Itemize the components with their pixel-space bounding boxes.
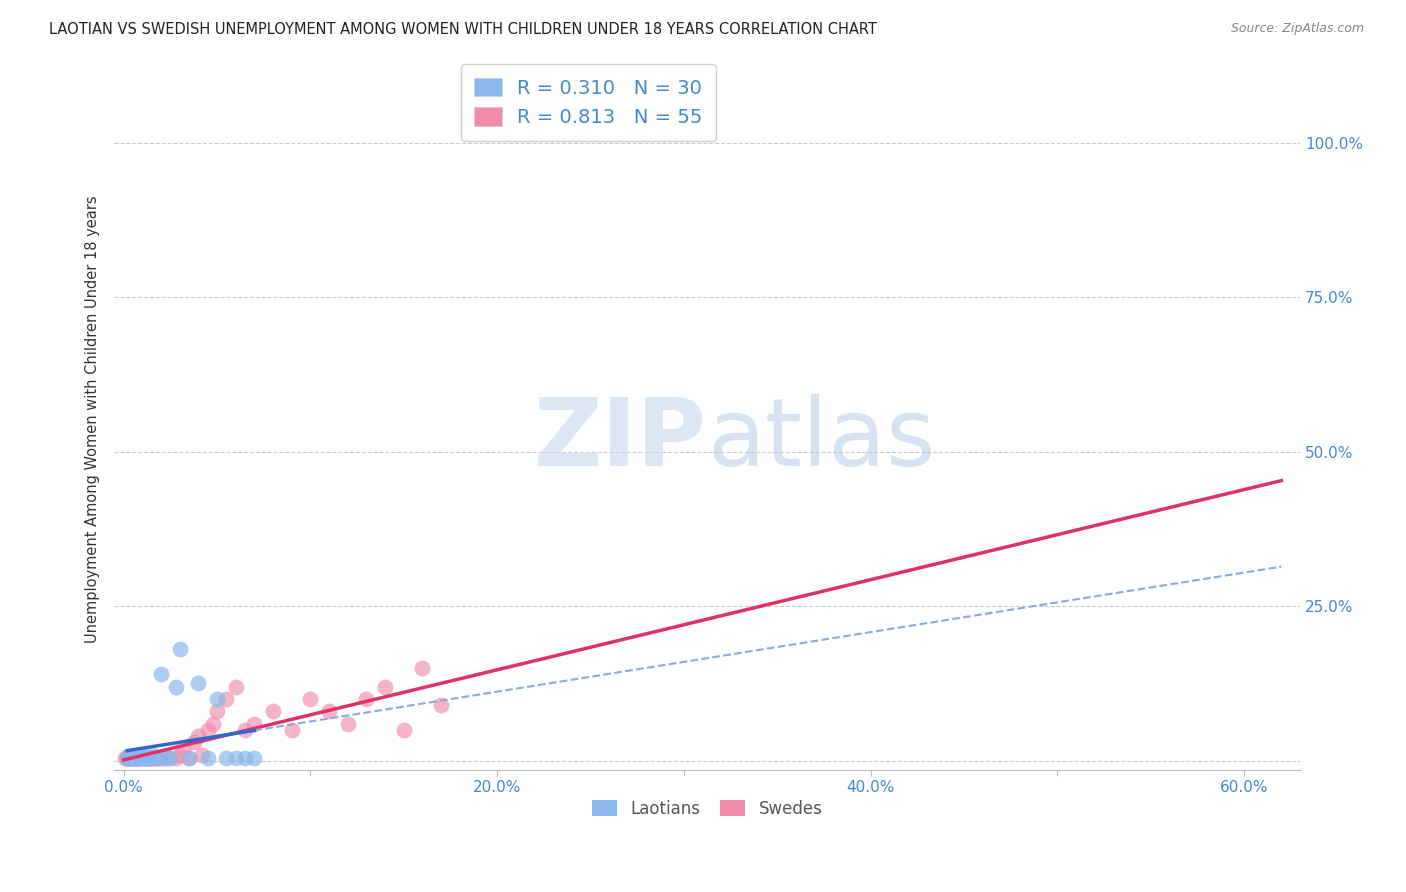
Point xyxy=(142,747,165,762)
Point xyxy=(202,716,225,731)
Point xyxy=(124,750,146,764)
Point xyxy=(243,750,266,764)
Point xyxy=(132,750,155,764)
Point xyxy=(124,750,146,764)
Point xyxy=(132,750,155,764)
Point xyxy=(146,750,169,764)
Point xyxy=(149,750,172,764)
Point xyxy=(149,667,172,681)
Point xyxy=(118,750,141,764)
Point xyxy=(121,750,143,764)
Point xyxy=(143,750,166,764)
Point xyxy=(146,750,169,764)
Point xyxy=(118,750,141,764)
Point xyxy=(336,716,359,731)
Point xyxy=(243,716,266,731)
Point xyxy=(138,750,160,764)
Point xyxy=(197,723,219,737)
Point xyxy=(142,750,165,764)
Point xyxy=(280,723,302,737)
Point xyxy=(120,750,142,764)
Point xyxy=(177,750,200,764)
Point xyxy=(197,750,219,764)
Point xyxy=(127,750,149,764)
Point xyxy=(124,750,146,764)
Point xyxy=(153,750,176,764)
Point xyxy=(127,750,149,764)
Point xyxy=(233,723,256,737)
Point xyxy=(131,747,153,762)
Point xyxy=(233,750,256,764)
Legend: Laotians, Swedes: Laotians, Swedes xyxy=(585,794,830,825)
Point xyxy=(191,747,214,762)
Point xyxy=(127,750,149,764)
Point xyxy=(120,750,142,764)
Point xyxy=(136,750,159,764)
Point xyxy=(120,750,142,764)
Point xyxy=(356,692,378,706)
Point xyxy=(141,750,163,764)
Point xyxy=(125,750,148,764)
Point xyxy=(121,750,143,764)
Point xyxy=(205,704,228,718)
Point xyxy=(129,750,152,764)
Point xyxy=(187,729,209,743)
Text: LAOTIAN VS SWEDISH UNEMPLOYMENT AMONG WOMEN WITH CHILDREN UNDER 18 YEARS CORRELA: LAOTIAN VS SWEDISH UNEMPLOYMENT AMONG WO… xyxy=(49,22,877,37)
Point xyxy=(177,750,200,764)
Point xyxy=(153,750,176,764)
Point xyxy=(117,750,139,764)
Point xyxy=(318,704,340,718)
Point xyxy=(205,692,228,706)
Point xyxy=(136,750,159,764)
Point xyxy=(411,661,433,675)
Point xyxy=(374,680,396,694)
Point xyxy=(141,750,163,764)
Point xyxy=(117,750,139,764)
Point xyxy=(114,750,136,764)
Point xyxy=(131,750,153,764)
Point xyxy=(129,750,152,764)
Point xyxy=(183,735,205,749)
Text: ZIP: ZIP xyxy=(534,394,707,486)
Point xyxy=(118,750,141,764)
Point xyxy=(215,750,238,764)
Point xyxy=(187,676,209,690)
Point xyxy=(165,680,187,694)
Point xyxy=(121,750,143,764)
Point xyxy=(125,750,148,764)
Y-axis label: Unemployment Among Women with Children Under 18 years: Unemployment Among Women with Children U… xyxy=(86,195,100,643)
Text: Source: ZipAtlas.com: Source: ZipAtlas.com xyxy=(1230,22,1364,36)
Point xyxy=(159,750,181,764)
Point xyxy=(172,741,194,756)
Point xyxy=(138,750,160,764)
Point xyxy=(131,750,153,764)
Text: atlas: atlas xyxy=(707,394,935,486)
Point xyxy=(225,680,247,694)
Point xyxy=(135,750,157,764)
Point xyxy=(165,750,187,764)
Point xyxy=(225,750,247,764)
Point xyxy=(135,750,157,764)
Point xyxy=(117,750,139,764)
Point xyxy=(262,704,284,718)
Point xyxy=(125,750,148,764)
Point xyxy=(121,750,143,764)
Point xyxy=(299,692,322,706)
Point xyxy=(215,692,238,706)
Point xyxy=(430,698,453,712)
Point xyxy=(169,642,191,657)
Point xyxy=(159,750,181,764)
Point xyxy=(135,750,157,764)
Point xyxy=(148,750,170,764)
Point xyxy=(392,723,415,737)
Point xyxy=(169,747,191,762)
